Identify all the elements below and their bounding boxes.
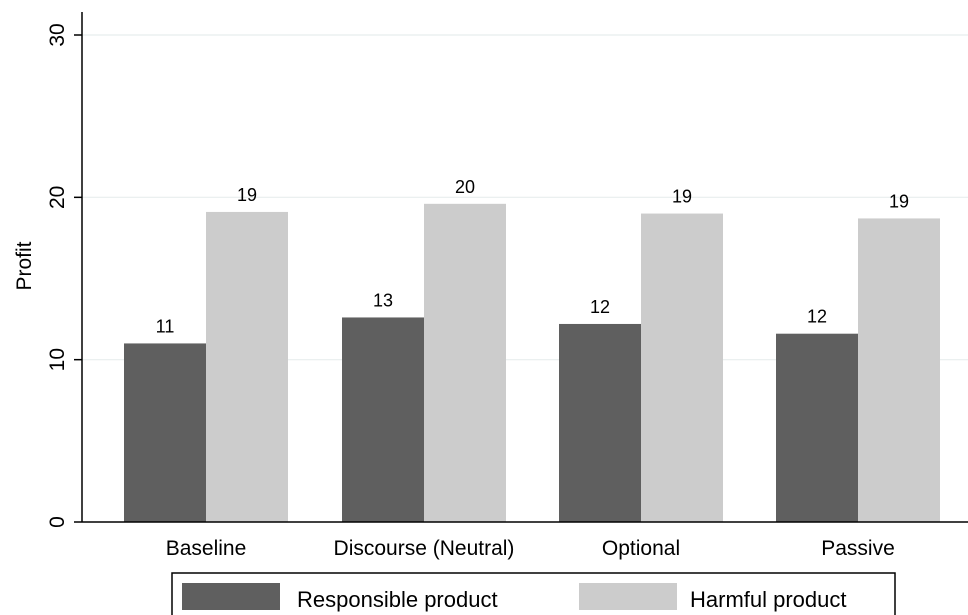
legend-swatch-harmful xyxy=(579,583,677,610)
data-label: 12 xyxy=(807,307,827,327)
y-ticks: 0 10 20 30 xyxy=(46,23,82,528)
category-label: Passive xyxy=(821,537,895,560)
y-tick-label: 20 xyxy=(46,186,69,209)
bar-harmful xyxy=(858,218,940,523)
data-label: 19 xyxy=(672,187,692,207)
bar-responsible xyxy=(559,323,641,522)
bar-harmful xyxy=(424,203,506,522)
data-label: 13 xyxy=(373,290,393,310)
legend-box xyxy=(171,572,896,615)
bar-responsible xyxy=(342,317,424,522)
data-label: 12 xyxy=(590,297,610,317)
data-label: 19 xyxy=(237,185,257,205)
category-labels: Baseline Discourse (Neutral) Optional Passi… xyxy=(166,537,895,560)
data-label: 11 xyxy=(156,316,175,336)
bars xyxy=(124,203,940,523)
y-axis-title: Profit xyxy=(13,241,36,290)
bar-responsible xyxy=(776,333,858,522)
legend: Responsible product Harmful product xyxy=(171,572,896,615)
legend-label-harmful: Harmful product xyxy=(690,587,847,612)
y-tick-label: 10 xyxy=(46,348,69,371)
axes: Profit xyxy=(13,12,968,523)
data-labels: 11 19 13 20 12 19 12 19 xyxy=(156,177,909,337)
legend-swatch-responsible xyxy=(182,583,280,610)
bar-harmful xyxy=(206,211,288,522)
data-label: 19 xyxy=(889,191,909,211)
y-tick-label: 0 xyxy=(46,516,69,528)
category-label: Baseline xyxy=(166,537,247,560)
data-label: 20 xyxy=(455,177,475,197)
category-label: Discourse (Neutral) xyxy=(334,537,515,560)
bar-responsible xyxy=(124,343,206,522)
category-label: Optional xyxy=(602,537,680,560)
y-tick-label: 30 xyxy=(46,23,69,46)
bar-harmful xyxy=(641,213,723,523)
legend-label-responsible: Responsible product xyxy=(297,587,498,612)
